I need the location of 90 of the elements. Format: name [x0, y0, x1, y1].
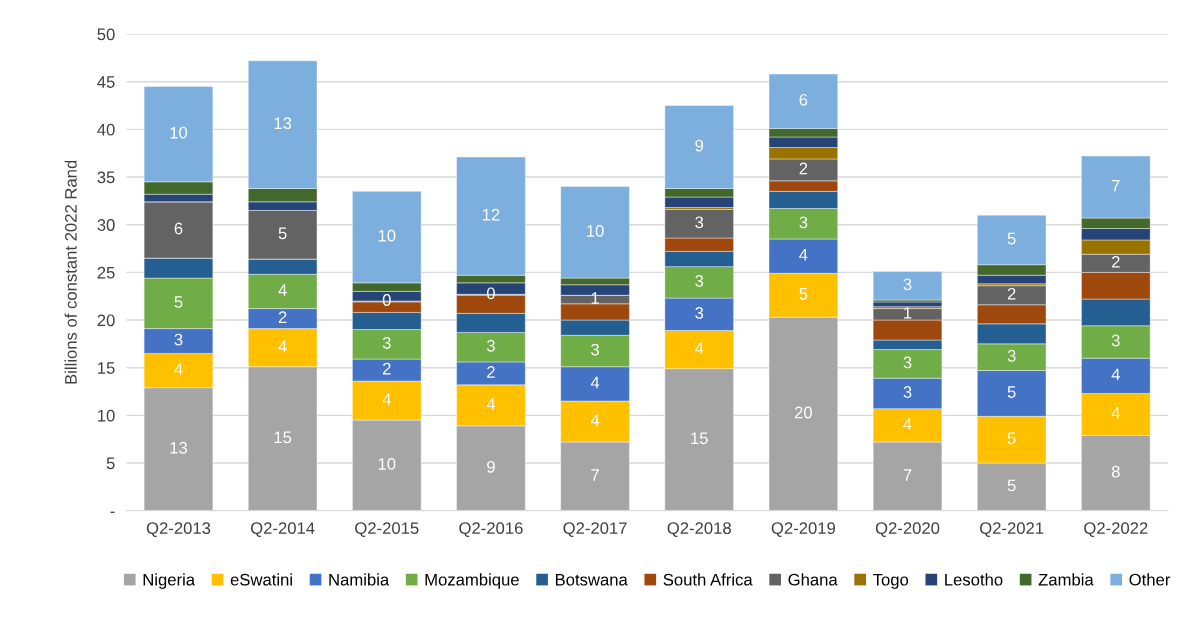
data-label: 10 [378, 458, 396, 470]
x-tick-label: Q2-2022 [1084, 522, 1148, 538]
data-label: 5 [1007, 479, 1016, 492]
data-label: 4 [590, 376, 600, 389]
data-label: 5 [1007, 432, 1016, 445]
data-label: 10 [170, 126, 188, 139]
x-tick-label: Q2-2018 [667, 522, 731, 538]
data-label: 6 [174, 222, 183, 235]
data-label: 5 [174, 296, 183, 308]
data-label: 2 [1007, 287, 1016, 300]
data-label: 3 [1111, 334, 1120, 347]
data-label: 8 [1111, 465, 1120, 478]
data-label: 1 [904, 307, 912, 319]
y-tick-label: 45 [97, 76, 115, 88]
data-label: 5 [1007, 232, 1016, 245]
data-label: 3 [695, 216, 704, 229]
data-label: 4 [174, 363, 183, 375]
data-label: 2 [278, 311, 287, 323]
y-tick-label: 5 [106, 457, 115, 470]
y-axis-title: Billions of constant 2022 Rand [64, 160, 77, 384]
legend-label: Ghana [788, 573, 838, 586]
data-label: 7 [1112, 179, 1120, 192]
data-label: 15 [274, 431, 292, 444]
legend-label: Botswana [555, 573, 628, 586]
data-label: 3 [799, 216, 808, 229]
y-tick-label: - [110, 511, 115, 513]
data-label: 4 [1111, 368, 1120, 381]
data-label: 5 [799, 288, 808, 300]
y-tick-label: 30 [97, 219, 115, 231]
x-tick-label: Q2-2015 [355, 522, 419, 538]
x-tick-label: Q2-2021 [980, 522, 1044, 538]
x-tick-label: Q2-2017 [563, 522, 627, 538]
y-tick-label: 10 [98, 409, 115, 422]
data-label: 2 [382, 362, 391, 375]
data-label: 3 [695, 306, 704, 319]
data-label: 10 [587, 224, 604, 237]
data-label: 3 [591, 343, 599, 356]
data-label: 4 [278, 284, 287, 296]
x-tick-label: Q2-2020 [875, 522, 940, 538]
data-label: 12 [482, 208, 500, 221]
data-label: 6 [799, 93, 808, 106]
data-label: 2 [799, 162, 808, 175]
data-label: 20 [794, 406, 812, 419]
data-label: 4 [1111, 407, 1120, 419]
y-tick-label: 50 [97, 28, 115, 41]
data-label: 9 [487, 460, 495, 473]
data-label: 4 [278, 340, 287, 352]
data-label: 5 [278, 227, 287, 240]
data-label: 3 [1007, 349, 1016, 362]
y-tick-label: 35 [97, 171, 115, 184]
data-label: 3 [695, 275, 704, 287]
x-tick-label: Q2-2014 [251, 522, 315, 538]
legend-label: South Africa [663, 573, 753, 586]
data-label: 10 [378, 229, 396, 242]
legend-label: Other [1129, 573, 1171, 586]
data-label: 15 [691, 432, 708, 445]
data-label: 7 [903, 469, 912, 481]
legend-label: eSwatini [230, 573, 292, 586]
data-label: 5 [1007, 386, 1016, 398]
legend-label: Lesotho [945, 573, 1003, 586]
data-label: 2 [1112, 255, 1120, 268]
data-label: 13 [274, 117, 292, 130]
y-tick-label: 20 [97, 314, 115, 327]
data-label: 3 [382, 337, 391, 349]
legend-label: Nigeria [143, 573, 196, 589]
legend-label: Namibia [329, 573, 390, 586]
x-tick-label: Q2-2013 [146, 522, 211, 538]
data-label: 13 [170, 441, 188, 454]
data-label: 4 [799, 249, 808, 261]
data-label: 3 [903, 356, 912, 369]
x-tick-label: Q2-2016 [459, 522, 523, 538]
x-tick-label: Q2-2019 [771, 522, 836, 538]
y-tick-label: 40 [97, 123, 115, 136]
y-tick-label: 15 [98, 362, 115, 374]
legend-label: Zambia [1038, 573, 1094, 586]
data-label: 4 [590, 414, 600, 426]
legend-label: Mozambique [425, 573, 519, 589]
data-label: 3 [174, 333, 183, 346]
data-label: 9 [695, 139, 704, 152]
data-label: 4 [694, 342, 704, 354]
data-label: 4 [486, 398, 496, 410]
data-label: 4 [903, 418, 912, 430]
data-label: 3 [903, 278, 912, 291]
data-label: 4 [382, 393, 391, 405]
data-label: 7 [591, 469, 599, 481]
legend-label: Togo [873, 573, 909, 589]
y-tick-label: 25 [97, 266, 115, 279]
data-label: 3 [486, 339, 495, 352]
data-label: 2 [487, 366, 495, 378]
data-label: 3 [903, 386, 912, 398]
